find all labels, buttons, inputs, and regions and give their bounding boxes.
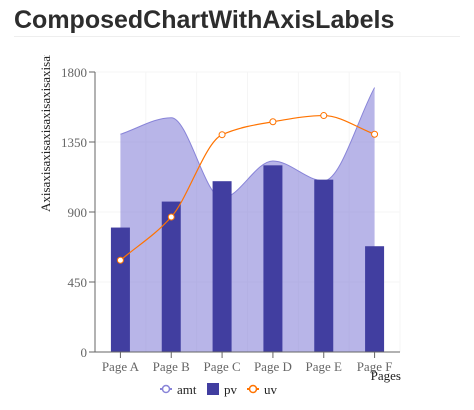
legend-item-pv: pv bbox=[207, 382, 238, 397]
legend-label-pv: pv bbox=[224, 382, 238, 397]
y-axis-ticks: 0 450 900 1350 1800 bbox=[61, 65, 95, 360]
bar-pv bbox=[110, 227, 130, 352]
line-point-uv bbox=[116, 256, 124, 264]
legend-label-uv: uv bbox=[264, 382, 278, 397]
line-point-uv bbox=[167, 213, 175, 221]
x-tick-label: Page D bbox=[254, 359, 292, 374]
line-point-uv bbox=[320, 112, 328, 120]
line-point-uv bbox=[371, 130, 379, 138]
bar-pv bbox=[161, 201, 181, 352]
y-tick-label: 0 bbox=[81, 345, 88, 360]
x-axis-ticks: Page A Page B Page C Page D Page E Page F bbox=[102, 352, 393, 374]
bar-pv bbox=[212, 181, 232, 352]
x-tick-label: Page E bbox=[306, 359, 343, 374]
y-tick-label: 1800 bbox=[61, 65, 87, 80]
x-tick-label: Page C bbox=[203, 359, 240, 374]
y-axis-title: Axisaxisaxisaxisaxisaxisaxisaxisaxisaxis… bbox=[38, 0, 53, 212]
area-line-amt bbox=[120, 87, 376, 199]
line-point-uv bbox=[269, 118, 277, 126]
y-tick-label: 450 bbox=[68, 275, 88, 290]
page-title: ComposedChartWithAxisLabels bbox=[14, 6, 395, 34]
bar-series-pv bbox=[110, 165, 385, 352]
bar-pv bbox=[314, 179, 334, 352]
bar-pv bbox=[263, 165, 283, 352]
area-fill-amt bbox=[120, 87, 375, 353]
legend-item-amt: amt bbox=[160, 382, 197, 397]
legend-item-uv: uv bbox=[247, 382, 278, 397]
bar-pv bbox=[365, 246, 385, 352]
y-tick-label: 900 bbox=[68, 205, 88, 220]
x-tick-label: Page A bbox=[102, 359, 140, 374]
area-series-amt bbox=[120, 87, 376, 353]
legend-icon-uv-marker bbox=[248, 384, 258, 394]
x-tick-label: Page F bbox=[357, 359, 393, 374]
chart-legend: amt pv uv bbox=[160, 382, 278, 397]
line-series-uv bbox=[116, 112, 379, 264]
legend-icon-pv bbox=[207, 383, 219, 395]
x-axis-title: Pages bbox=[371, 368, 401, 383]
x-tick-label: Page B bbox=[153, 359, 191, 374]
line-point-uv bbox=[218, 131, 226, 139]
legend-icon-amt-marker bbox=[161, 384, 171, 394]
legend-label-amt: amt bbox=[177, 382, 197, 397]
y-tick-label: 1350 bbox=[61, 135, 87, 150]
title-divider bbox=[14, 36, 460, 37]
